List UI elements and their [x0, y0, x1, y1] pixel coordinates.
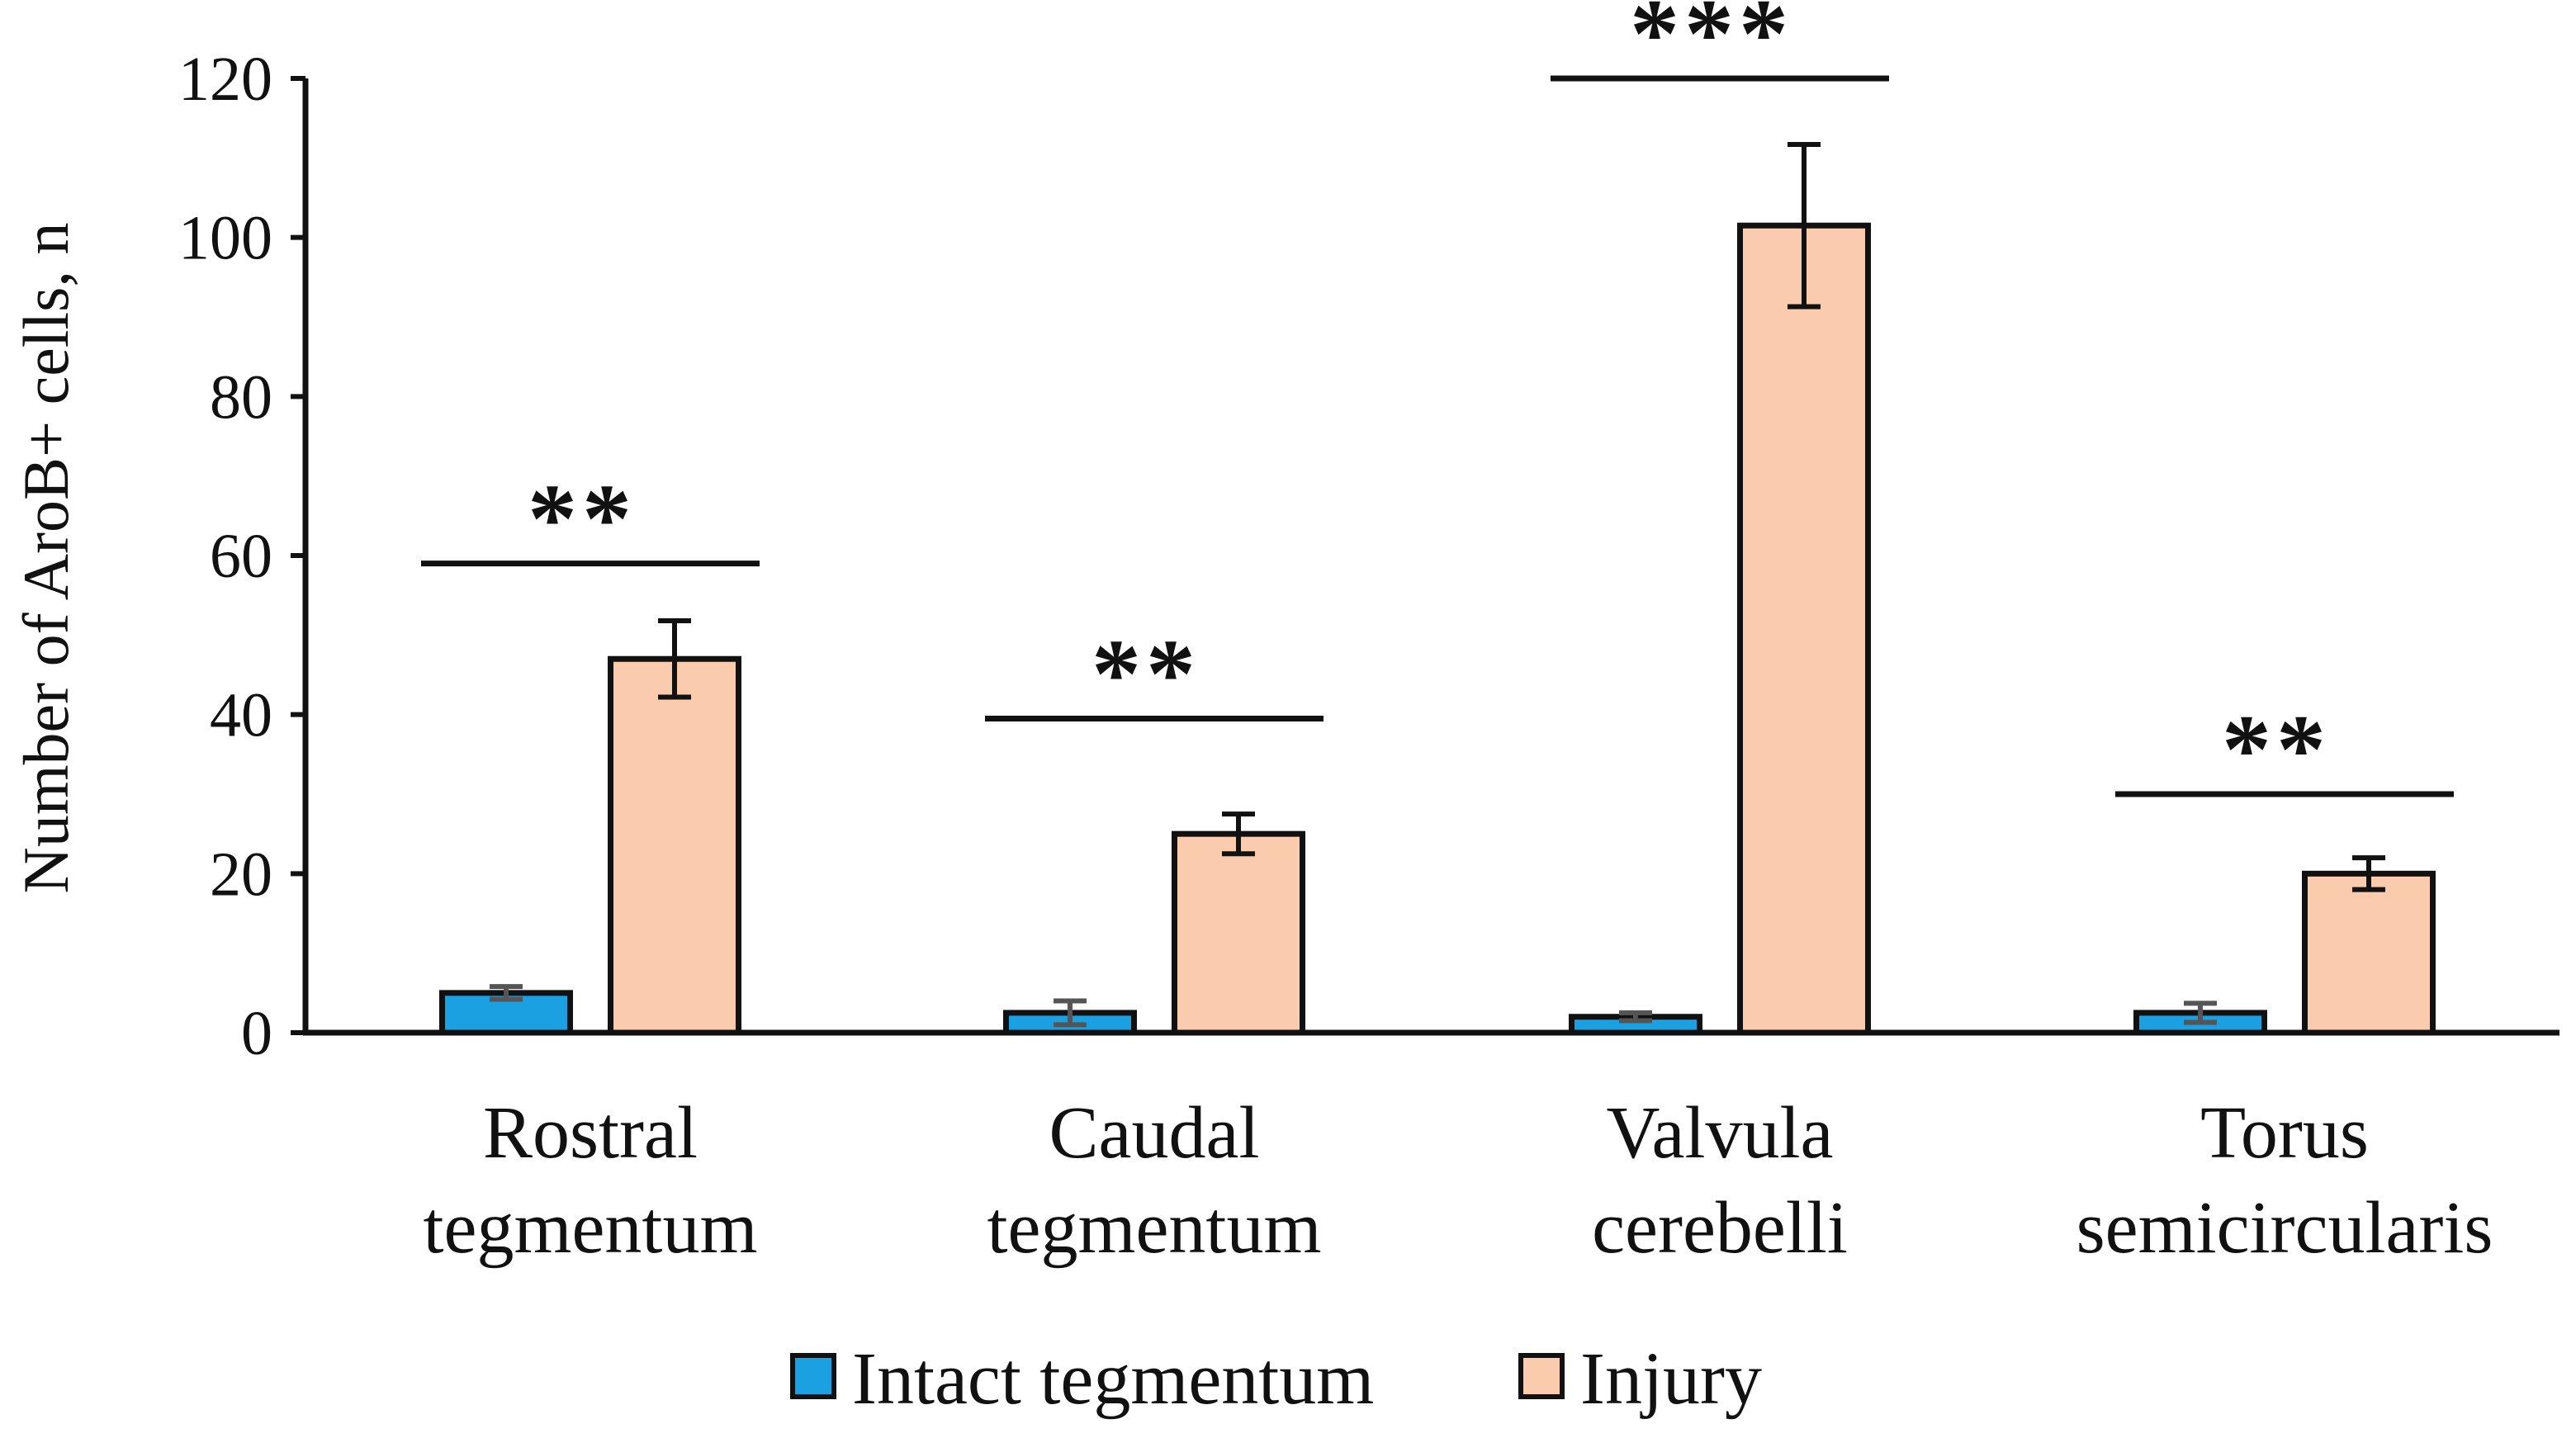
labels-layer: Number of AroB+ cells, n Rostral tegmentum…	[10, 222, 2493, 1269]
bar-injury-3	[2302, 870, 2436, 1036]
error-bar-injury-3	[2352, 855, 2385, 892]
category-label-1-line-0: Caudal	[1049, 1092, 1260, 1174]
error-bar-intact-2	[1619, 1010, 1652, 1024]
category-label-1-line-1: tegmentum	[987, 1187, 1322, 1269]
bars-layer	[439, 141, 2436, 1036]
error-bar-injury-2	[1788, 141, 1821, 310]
y-tick-label-1: 20	[210, 840, 272, 909]
category-label-3-line-1: semicircularis	[2076, 1187, 2493, 1269]
y-tick-label-3: 60	[210, 522, 272, 591]
legend-label-injury: Injury	[1580, 1338, 1762, 1420]
y-tick-label-5: 100	[178, 204, 272, 273]
y-tick-label-4: 80	[210, 362, 272, 432]
bar-injury-0	[608, 655, 741, 1036]
bar-injury-1	[1172, 830, 1305, 1036]
axes-layer: 0 20 40 60 80 100 120	[178, 45, 2559, 1068]
significance-stars-1: **	[1091, 618, 1200, 728]
legend-swatch-injury	[1518, 1353, 1565, 1399]
category-label-3-line-0: Torus	[2200, 1092, 2369, 1174]
error-bar-intact-0	[490, 984, 523, 1002]
bar-injury-2	[1737, 222, 1871, 1036]
y-tick-label-2: 40	[210, 681, 272, 750]
error-bar-injury-1	[1222, 811, 1255, 857]
legend-label-intact: Intact tegmentum	[852, 1338, 1374, 1420]
significance-stars-3: **	[2222, 694, 2331, 804]
legend-item-intact: Intact tegmentum	[790, 1338, 1374, 1420]
category-label-2-line-0: Valvula	[1607, 1092, 1834, 1174]
y-axis-title: Number of AroB+ cells, n	[10, 222, 82, 893]
legend: Intact tegmentum Injury	[790, 1338, 1762, 1420]
error-bar-intact-1	[1054, 998, 1087, 1028]
error-bar-injury-0	[658, 617, 691, 700]
category-label-0-line-1: tegmentum	[424, 1187, 758, 1269]
significance-stars-2: ***	[1630, 0, 1793, 88]
significance-stars-0: **	[528, 464, 637, 574]
legend-item-injury: Injury	[1518, 1338, 1762, 1420]
error-bar-intact-3	[2184, 1000, 2217, 1025]
significance-layer: *********	[421, 0, 2454, 804]
category-label-2-line-1: cerebelli	[1592, 1187, 1848, 1269]
y-tick-label-6: 120	[178, 45, 272, 114]
legend-swatch-intact	[790, 1353, 836, 1399]
y-tick-label-0: 0	[241, 999, 272, 1068]
category-label-0-line-0: Rostral	[483, 1092, 698, 1174]
